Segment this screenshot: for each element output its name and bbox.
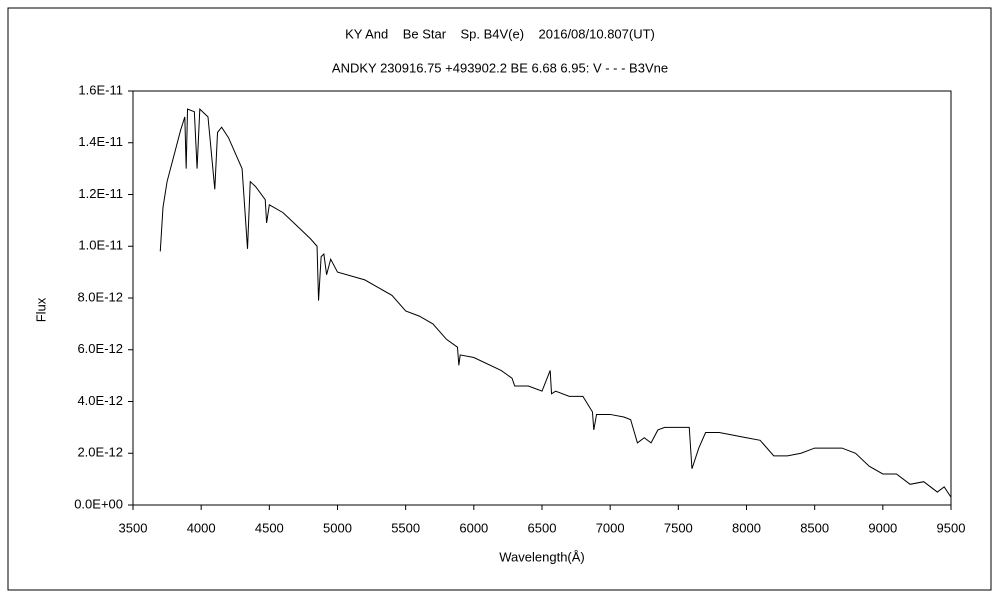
spectrum-line [159,107,952,498]
y-tick-label: 8.0E-12 [77,289,123,304]
x-tick-label: 6500 [528,520,557,535]
y-tick-label: 6.0E-12 [77,341,123,356]
chart-subtitle: ANDKY 230916.75 +493902.2 BE 6.68 6.95: … [332,60,668,75]
x-tick-label: 4500 [255,520,284,535]
y-tick-label: 2.0E-12 [77,445,123,460]
y-tick-label: 1.0E-11 [78,238,123,253]
y-tick-label: 4.0E-12 [77,393,123,408]
x-tick-label: 6000 [459,520,488,535]
x-tick-label: 5000 [323,520,352,535]
x-tick-label: 9500 [937,520,966,535]
x-tick-label: 8000 [732,520,761,535]
y-axis-label: Flux [33,297,48,322]
y-tick-label: 0.0E+00 [74,496,123,511]
chart-title: KY And Be Star Sp. B4V(e) 2016/08/10.807… [345,26,655,41]
y-tick-label: 1.6E-11 [78,82,123,97]
x-tick-label: 9000 [868,520,897,535]
x-tick-label: 7500 [664,520,693,535]
x-axis-label: Wavelength(Å) [499,549,585,564]
x-tick-label: 7000 [596,520,625,535]
y-tick-label: 1.4E-11 [78,134,123,149]
x-tick-label: 4000 [187,520,216,535]
x-tick-label: 8500 [800,520,829,535]
y-tick-label: 1.2E-11 [78,186,123,201]
x-tick-label: 5500 [391,520,420,535]
x-tick-label: 3500 [119,520,148,535]
frame [7,7,992,591]
